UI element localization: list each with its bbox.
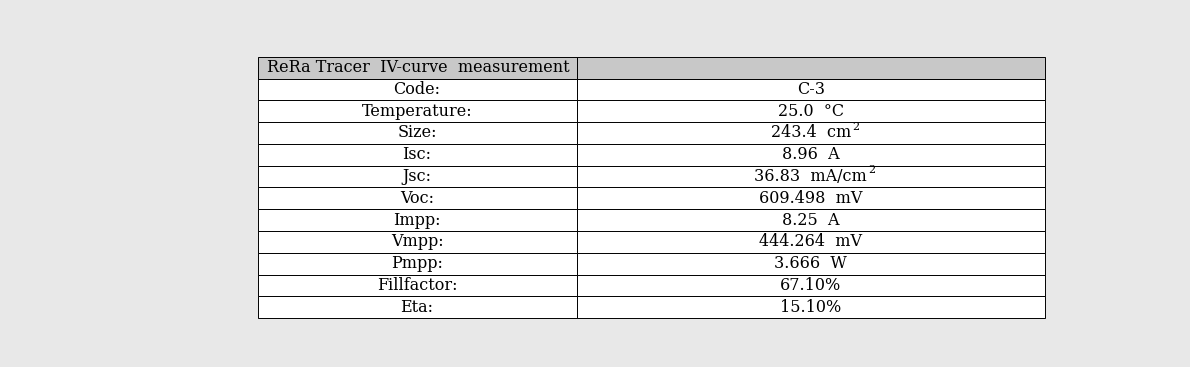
- Bar: [257, 144, 576, 166]
- Text: Jsc:: Jsc:: [402, 168, 432, 185]
- Text: Isc:: Isc:: [402, 146, 432, 163]
- Text: 243.4  cm: 243.4 cm: [771, 124, 851, 142]
- Text: ReRa Tracer  IV-curve  measurement: ReRa Tracer IV-curve measurement: [267, 59, 570, 76]
- Bar: [576, 209, 1045, 231]
- Bar: [257, 188, 576, 209]
- Text: Temperature:: Temperature:: [362, 103, 472, 120]
- Text: Fillfactor:: Fillfactor:: [377, 277, 457, 294]
- Bar: [257, 100, 576, 122]
- Text: 2: 2: [852, 122, 859, 132]
- Text: 25.0  °C: 25.0 °C: [778, 103, 844, 120]
- Text: 609.498  mV: 609.498 mV: [759, 190, 863, 207]
- Text: Impp:: Impp:: [394, 212, 440, 229]
- Bar: [257, 231, 576, 253]
- Bar: [576, 122, 1045, 144]
- Bar: [576, 275, 1045, 297]
- Text: Voc:: Voc:: [400, 190, 434, 207]
- Text: C-3: C-3: [797, 81, 825, 98]
- Bar: [257, 297, 576, 318]
- Text: 2: 2: [869, 166, 876, 175]
- Bar: [257, 122, 576, 144]
- Bar: [576, 166, 1045, 188]
- Bar: [576, 231, 1045, 253]
- Text: 3.666  W: 3.666 W: [775, 255, 847, 272]
- Text: Vmpp:: Vmpp:: [390, 233, 444, 250]
- Bar: [257, 209, 576, 231]
- Bar: [576, 100, 1045, 122]
- Text: 36.83  mA/cm: 36.83 mA/cm: [754, 168, 868, 185]
- Text: Eta:: Eta:: [401, 299, 433, 316]
- Bar: [257, 253, 576, 275]
- Bar: [257, 275, 576, 297]
- Bar: [257, 166, 576, 188]
- Bar: [576, 57, 1045, 79]
- Text: 444.264  mV: 444.264 mV: [759, 233, 863, 250]
- Text: Code:: Code:: [394, 81, 440, 98]
- Bar: [257, 57, 576, 79]
- Text: 15.10%: 15.10%: [781, 299, 841, 316]
- Bar: [257, 79, 576, 100]
- Bar: [576, 79, 1045, 100]
- Text: 8.96  A: 8.96 A: [782, 146, 840, 163]
- Bar: [576, 297, 1045, 318]
- Text: Size:: Size:: [397, 124, 437, 142]
- Bar: [576, 188, 1045, 209]
- Text: 8.25  A: 8.25 A: [782, 212, 840, 229]
- Text: Pmpp:: Pmpp:: [392, 255, 443, 272]
- Bar: [576, 144, 1045, 166]
- Bar: [576, 253, 1045, 275]
- Text: 67.10%: 67.10%: [781, 277, 841, 294]
